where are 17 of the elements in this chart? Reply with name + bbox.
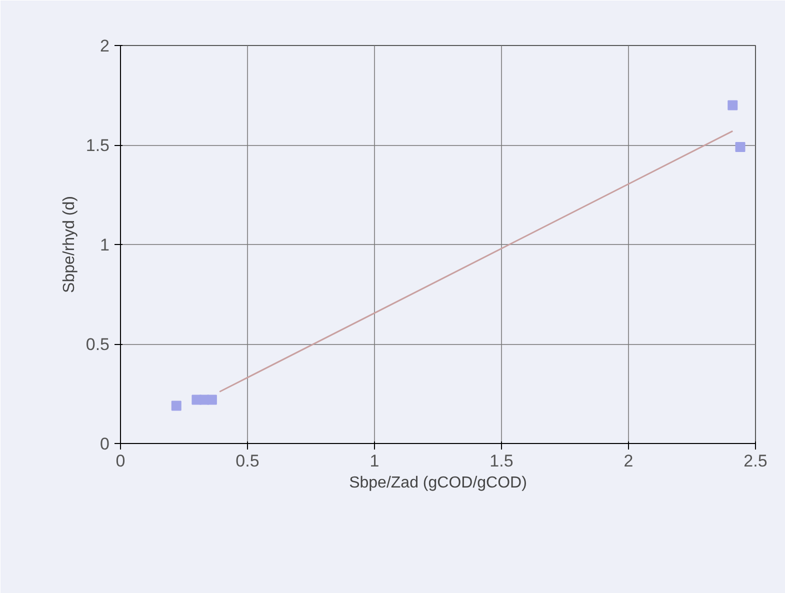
y-tick-label: 2 [100,36,110,56]
x-tick-label: 2 [624,452,634,470]
point [206,394,217,405]
x-tick-label: 0.5 [236,452,260,470]
y-tick-label: 0.5 [86,335,110,354]
x-tick-label: 1.5 [490,452,514,470]
x-tick-label: 0 [116,452,126,470]
y-tick-label: 1.5 [86,136,110,155]
x-axis-title: Sbpe/Zad (gCOD/gCOD) [349,474,527,492]
x-tick-label: 2.5 [744,452,768,470]
y-tick-label: 0 [100,434,110,454]
y-tick-label: 1 [100,236,110,254]
point [171,400,182,411]
point [728,100,738,110]
point [735,142,746,152]
y-axis-title: Sbpe/rhyd (d) [60,196,78,293]
x-tick-label: 1 [370,452,380,470]
